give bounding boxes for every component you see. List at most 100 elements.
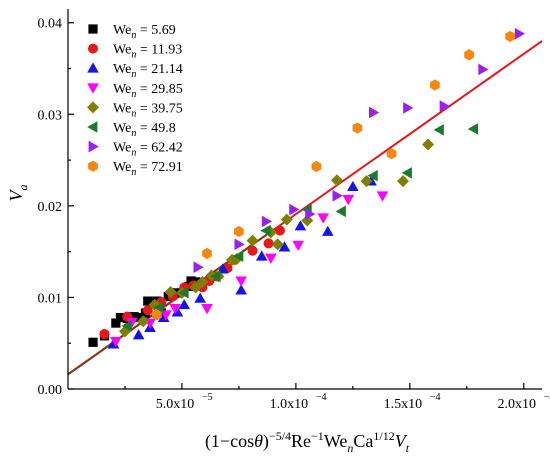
legend-marker-3 bbox=[87, 83, 99, 94]
data-point-7-8 bbox=[505, 30, 515, 43]
y-tick-label-1: 0.01 bbox=[38, 291, 63, 306]
data-point-7-0 bbox=[152, 309, 162, 321]
legend-marker-5 bbox=[87, 121, 98, 133]
data-point-5-2 bbox=[178, 287, 189, 299]
legend-marker-6 bbox=[88, 140, 99, 153]
data-point-5-9 bbox=[401, 167, 412, 179]
series-72_91 bbox=[152, 30, 515, 321]
data-point-7-6 bbox=[430, 79, 440, 91]
data-point-4-14 bbox=[280, 213, 293, 226]
data-point-6-10 bbox=[514, 27, 526, 40]
data-point-3-7 bbox=[265, 253, 277, 264]
data-point-0-8 bbox=[143, 296, 153, 306]
axes-group: 0.00 0.01 0.02 0.03 0.04 5.0x10 −5 1.0x10 −4 1.5x… bbox=[38, 9, 550, 412]
data-point-1-13 bbox=[263, 238, 274, 249]
data-point-5-5 bbox=[260, 224, 271, 237]
data-points-group bbox=[88, 27, 526, 349]
data-point-4-0 bbox=[118, 325, 131, 338]
legend-label-5: Wen = 49.8 bbox=[113, 121, 176, 139]
data-point-3-0 bbox=[110, 336, 122, 348]
data-point-1-2 bbox=[142, 305, 153, 316]
data-point-4-5 bbox=[189, 281, 202, 294]
legend-label-4: Wen = 39.75 bbox=[113, 101, 183, 119]
legend-label-6: Wen = 62.42 bbox=[113, 141, 183, 159]
legend-marker-4 bbox=[87, 101, 99, 114]
data-point-0-6 bbox=[134, 312, 144, 323]
series-49_8 bbox=[121, 123, 479, 332]
y-axis-title: Va bbox=[6, 185, 30, 202]
x-axis-title: (1−cosθ)−5/4Re−1WenCa1/12Vt bbox=[205, 429, 410, 455]
y-tick-label-4: 0.04 bbox=[38, 17, 63, 32]
data-point-5-8 bbox=[367, 169, 378, 182]
data-point-4-1 bbox=[137, 315, 150, 328]
data-point-4-13 bbox=[271, 238, 284, 251]
series-62_42 bbox=[193, 27, 526, 274]
data-point-6-8 bbox=[439, 100, 450, 112]
x-tick-label-3: 2.0x10 bbox=[498, 397, 537, 412]
y-tick-label-0: 0.00 bbox=[38, 383, 63, 398]
data-point-2-13 bbox=[347, 180, 359, 192]
x-tick-exponent-1: −4 bbox=[316, 392, 327, 403]
data-point-4-18 bbox=[396, 175, 409, 188]
data-point-6-5 bbox=[332, 189, 343, 202]
data-point-3-9 bbox=[317, 213, 330, 224]
data-point-3-1 bbox=[126, 317, 138, 328]
data-point-2-9 bbox=[255, 250, 268, 261]
x-tick-label-1: 1.0x10 bbox=[270, 397, 309, 412]
legend-marker-1 bbox=[88, 43, 98, 54]
y-tick-label-2: 0.02 bbox=[38, 200, 63, 215]
legend-label-1: Wen = 11.93 bbox=[113, 43, 182, 61]
data-point-1-0 bbox=[99, 329, 110, 340]
data-point-7-2 bbox=[234, 225, 244, 238]
data-point-4-19 bbox=[422, 138, 435, 151]
legend-label-3: Wen = 29.85 bbox=[113, 82, 183, 100]
data-point-5-11 bbox=[467, 123, 479, 135]
data-point-7-3 bbox=[311, 160, 322, 173]
data-point-4-6 bbox=[196, 275, 209, 288]
legend-label-0: Wen = 5.69 bbox=[113, 23, 176, 41]
data-point-7-5 bbox=[386, 148, 397, 160]
data-point-5-0 bbox=[121, 320, 132, 332]
data-point-2-10 bbox=[278, 241, 291, 252]
data-point-4-15 bbox=[301, 214, 314, 227]
data-point-5-3 bbox=[210, 270, 221, 283]
x-tick-label-2: 1.5x10 bbox=[384, 397, 423, 412]
data-point-0-2 bbox=[111, 318, 121, 328]
y-tick-label-3: 0.03 bbox=[38, 108, 63, 123]
legend-marker-2 bbox=[87, 62, 99, 73]
legend-label-2: Wen = 21.14 bbox=[113, 62, 183, 80]
data-point-1-14 bbox=[274, 225, 285, 236]
data-point-2-8 bbox=[235, 284, 247, 295]
data-point-6-2 bbox=[261, 215, 273, 228]
data-point-5-4 bbox=[233, 250, 244, 263]
data-point-5-7 bbox=[335, 205, 346, 218]
data-point-2-1 bbox=[132, 329, 145, 340]
data-point-4-11 bbox=[246, 234, 259, 247]
data-point-3-6 bbox=[235, 276, 247, 287]
legend-label-7: Wen = 72.91 bbox=[113, 160, 183, 178]
data-point-4-17 bbox=[360, 175, 373, 188]
x-tick-exponent-2: −4 bbox=[430, 392, 441, 403]
data-point-1-12 bbox=[247, 245, 258, 256]
series-29_85 bbox=[110, 191, 389, 348]
x-tick-exponent-0: −5 bbox=[202, 392, 213, 403]
axis-labels-group: (1−cosθ)−5/4Re−1WenCa1/12Vt Va bbox=[6, 185, 410, 456]
x-tick-exponent-3: −4 bbox=[544, 392, 550, 403]
data-point-7-7 bbox=[464, 49, 474, 61]
data-point-6-6 bbox=[368, 106, 380, 119]
data-point-0-0 bbox=[88, 337, 98, 347]
data-point-2-4 bbox=[171, 306, 184, 317]
x-tick-label-0: 5.0x10 bbox=[156, 397, 195, 412]
data-point-6-9 bbox=[478, 63, 489, 76]
data-point-3-11 bbox=[376, 191, 389, 202]
legend-marker-7 bbox=[88, 160, 98, 172]
data-point-3-4 bbox=[169, 304, 181, 315]
data-point-2-5 bbox=[178, 298, 191, 310]
data-point-6-1 bbox=[234, 238, 245, 251]
data-point-0-3 bbox=[115, 312, 126, 323]
legend-marker-0 bbox=[88, 24, 98, 34]
data-point-5-1 bbox=[153, 301, 164, 314]
data-point-3-8 bbox=[292, 240, 304, 252]
